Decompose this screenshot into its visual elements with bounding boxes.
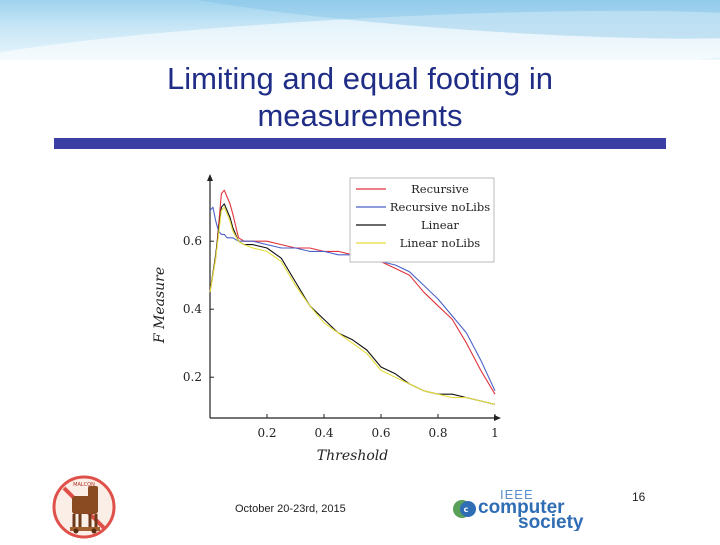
series-line-recursive [209, 189, 496, 395]
y-tick-label: 0.2 [183, 370, 202, 384]
legend-label: Recursive noLibs [390, 200, 490, 214]
y-tick-label: 0.6 [183, 234, 202, 248]
footer-date: October 20-23rd, 2015 [235, 503, 346, 515]
logo-ring-text: MALCON [73, 482, 95, 488]
x-axis-label: Threshold [317, 448, 388, 464]
title-line-2: measurements [257, 98, 463, 133]
legend-label: Linear noLibs [400, 236, 481, 250]
logo-ieee-text: IEEE [500, 487, 534, 502]
title-underline-bar [54, 138, 666, 149]
legend-box [349, 177, 495, 263]
legend-label: Linear [421, 218, 459, 232]
x-axis-arrow [494, 415, 501, 421]
logo-mark-blue [460, 501, 476, 517]
y-axis-label: F Measure [152, 267, 168, 344]
slide-title: Limiting and equal footing in measuremen… [70, 60, 650, 134]
fmeasure-threshold-chart: 0.2 0.4 0.6 0.8 1 0.2 0.4 0.6 Threshold F Measure… [152, 174, 501, 464]
svg-text:c: c [464, 505, 469, 514]
ieee-computer-society-logo: c IEEE computer society [448, 487, 598, 536]
x-tick-label: 0.2 [257, 426, 276, 440]
page-number: 16 [632, 490, 646, 504]
series-line-recursive-nolibs [209, 206, 496, 392]
x-tick-label: 0.6 [371, 426, 390, 440]
trojan-horse-logo: MALCON [50, 474, 120, 545]
x-tick-label: 0.8 [428, 426, 447, 440]
y-axis-arrow [207, 174, 213, 181]
y-tick-label: 0.4 [183, 302, 202, 316]
header-background [0, 0, 720, 60]
logo-society-text: society [518, 512, 584, 531]
legend-label: Recursive [411, 182, 469, 196]
x-tick-label: 0.4 [314, 426, 333, 440]
series-line-linear-nolibs [209, 206, 496, 405]
x-tick-label: 1 [491, 426, 499, 440]
logo-computer-text: computer [478, 497, 565, 518]
title-line-1: Limiting and equal footing in [166, 61, 554, 96]
